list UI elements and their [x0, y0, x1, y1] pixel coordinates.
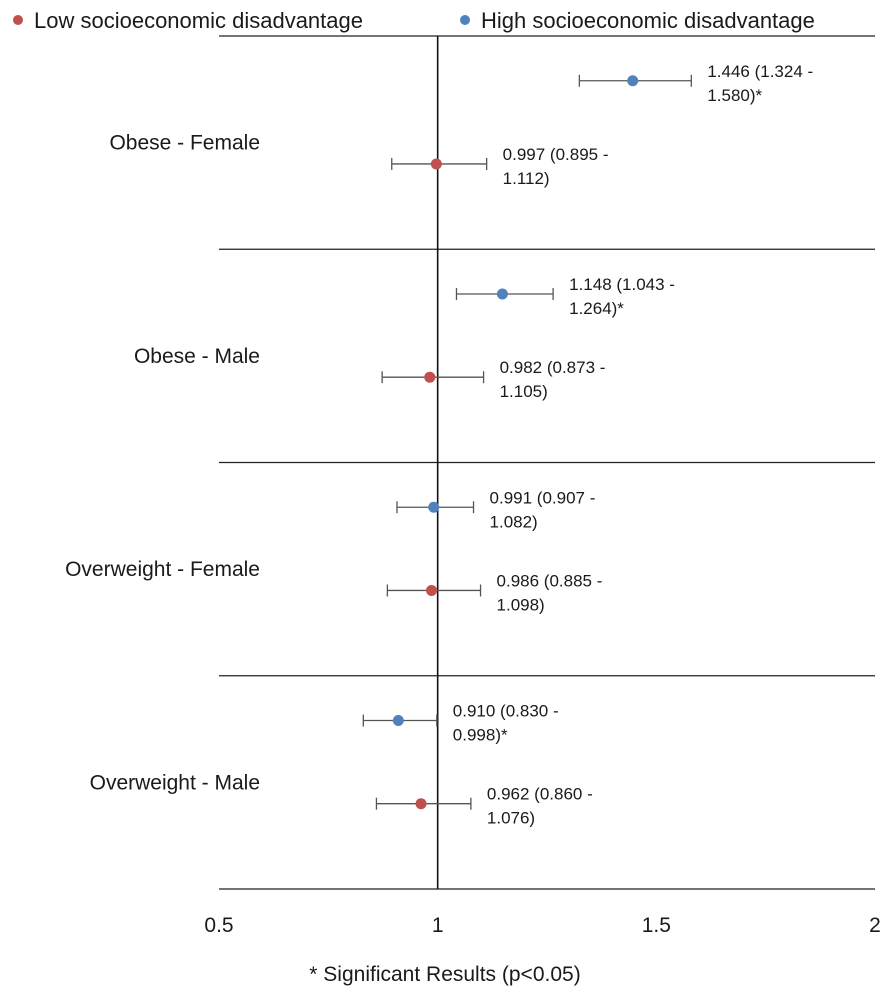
- data-label: 1.148 (1.043 -1.264)*: [569, 275, 675, 318]
- data-point: [627, 75, 639, 87]
- data-point: [428, 501, 440, 513]
- legend: Low socioeconomic disadvantage High socio…: [13, 8, 815, 33]
- data-point-group: 1.446 (1.324 -1.580)*: [578, 62, 813, 105]
- category-labels: Obese - Female Obese - Male Overweight - F…: [65, 132, 260, 795]
- footnote: * Significant Results (p<0.05): [309, 963, 580, 986]
- data-point-group: 0.997 (0.895 -1.112): [391, 145, 609, 188]
- x-tick-label: 1.5: [642, 914, 671, 937]
- data-point: [426, 584, 438, 596]
- legend-marker-0: [13, 15, 23, 25]
- data-point: [496, 288, 508, 300]
- category-dividers: [219, 35, 875, 677]
- x-tick-label: 2: [869, 914, 881, 937]
- data-label: 0.991 (0.907 -1.082): [490, 488, 596, 531]
- data-label: 0.910 (0.830 -0.998)*: [453, 702, 559, 745]
- data-point-group: 0.991 (0.907 -1.082): [396, 488, 596, 531]
- data-label: 0.982 (0.873 -1.105): [500, 358, 606, 401]
- data-point-group: 0.982 (0.873 -1.105): [381, 358, 606, 401]
- data-point: [415, 798, 427, 810]
- data-point: [430, 158, 442, 170]
- x-axis: 0.5 1 1.5 2: [204, 888, 881, 937]
- data-label: 0.997 (0.895 -1.112): [503, 145, 609, 188]
- data-point: [424, 371, 436, 383]
- category-label: Overweight - Male: [90, 771, 260, 794]
- data-point-group: 0.986 (0.885 -1.098): [386, 571, 603, 614]
- category-label: Obese - Male: [134, 345, 260, 368]
- data-label: 0.986 (0.885 -1.098): [497, 571, 603, 614]
- legend-label-0: Low socioeconomic disadvantage: [34, 8, 363, 33]
- category-label: Overweight - Female: [65, 558, 260, 581]
- data-marks: 0.997 (0.895 -1.112) 0.982 (0.873 -1.105)…: [362, 62, 813, 828]
- legend-label-1: High socioeconomic disadvantage: [481, 8, 815, 33]
- data-label: 1.446 (1.324 -1.580)*: [707, 62, 813, 105]
- data-point-group: 1.148 (1.043 -1.264)*: [455, 275, 675, 318]
- category-label: Obese - Female: [109, 132, 260, 155]
- legend-marker-1: [460, 15, 470, 25]
- data-point-group: 0.910 (0.830 -0.998)*: [362, 702, 559, 745]
- data-label: 0.962 (0.860 -1.076): [487, 785, 593, 828]
- data-point-group: 0.962 (0.860 -1.076): [375, 785, 593, 828]
- x-tick-label: 1: [432, 914, 444, 937]
- data-point: [392, 715, 404, 727]
- x-tick-label: 0.5: [204, 914, 233, 937]
